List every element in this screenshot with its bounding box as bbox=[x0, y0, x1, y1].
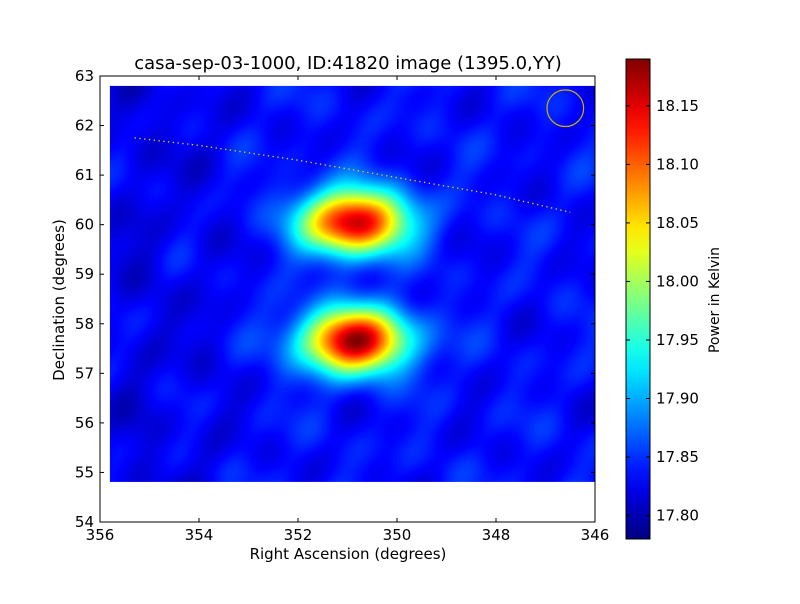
colorbar-tick-label: 18.15 bbox=[656, 97, 699, 115]
horizon-trace-line bbox=[134, 137, 571, 213]
y-tick-label: 58 bbox=[75, 315, 94, 333]
colorbar-tick-label: 18.00 bbox=[656, 272, 699, 290]
x-tick-label: 354 bbox=[185, 526, 214, 544]
colorbar bbox=[625, 58, 651, 540]
y-tick-label: 63 bbox=[75, 67, 94, 85]
y-tick-label: 57 bbox=[75, 364, 94, 382]
heatmap-image bbox=[109, 85, 595, 482]
colorbar-tick-label: 17.80 bbox=[656, 507, 699, 525]
y-tick-label: 59 bbox=[75, 265, 94, 283]
colorbar-tick-label: 18.10 bbox=[656, 155, 699, 173]
y-tick-label: 54 bbox=[75, 513, 94, 531]
colorbar-tick-label: 17.90 bbox=[656, 390, 699, 408]
beam-marker-circle bbox=[546, 89, 585, 128]
colorbar-tick-label: 17.85 bbox=[656, 448, 699, 466]
x-tick-label: 352 bbox=[284, 526, 313, 544]
y-tick-label: 55 bbox=[75, 463, 94, 481]
y-tick-label: 60 bbox=[75, 216, 94, 234]
plot-frame bbox=[99, 75, 596, 523]
x-axis-title: Right Ascension (degrees) bbox=[250, 545, 447, 563]
chart-title: casa-sep-03-1000, ID:41820 image (1395.0… bbox=[134, 53, 562, 74]
y-tick-label: 61 bbox=[75, 166, 94, 184]
x-tick-label: 348 bbox=[482, 526, 511, 544]
y-tick-label: 62 bbox=[75, 117, 94, 135]
colorbar-title: Power in Kelvin bbox=[707, 247, 723, 353]
x-tick-label: 350 bbox=[383, 526, 412, 544]
x-tick-label: 346 bbox=[581, 526, 610, 544]
y-tick-label: 56 bbox=[75, 414, 94, 432]
colorbar-tick-label: 18.05 bbox=[656, 214, 699, 232]
x-tick-label: 356 bbox=[86, 526, 115, 544]
y-axis-title: Declination (degrees) bbox=[50, 219, 68, 381]
colorbar-tick-label: 17.95 bbox=[656, 331, 699, 349]
